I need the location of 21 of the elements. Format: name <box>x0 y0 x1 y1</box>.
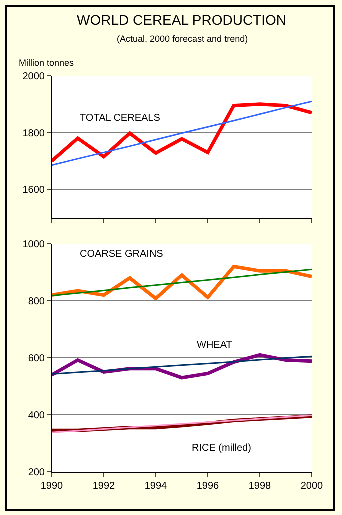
x-tick-label: 1998 <box>248 481 272 492</box>
y-tick-label: 600 <box>28 354 46 364</box>
x-tick-label: 1990 <box>40 481 64 492</box>
y-tick-label: 1600 <box>22 185 46 196</box>
chart-title: WORLD CEREAL PRODUCTION <box>77 12 287 28</box>
x-tick-label: 1996 <box>196 481 220 492</box>
y-tick-label: 1000 <box>22 240 46 250</box>
y-axis-title: Million tonnes <box>19 58 75 68</box>
chart-subtitle: (Actual, 2000 forecast and trend) <box>117 34 248 44</box>
x-tick-label: 1994 <box>144 481 168 492</box>
x-tick-label: 1992 <box>92 481 116 492</box>
x-tick-label: 2000 <box>300 481 324 492</box>
y-tick-label: 2000 <box>22 72 46 82</box>
series-label: RICE (milled) <box>192 443 252 454</box>
y-tick-label: 200 <box>28 468 46 478</box>
series-label: TOTAL CEREALS <box>80 113 161 124</box>
y-tick-label: 400 <box>28 410 46 422</box>
series-label: WHEAT <box>197 340 232 351</box>
y-tick-label: 1800 <box>22 128 46 140</box>
text: COARSE GRAINS <box>80 249 164 260</box>
y-tick-label: 800 <box>28 296 46 308</box>
